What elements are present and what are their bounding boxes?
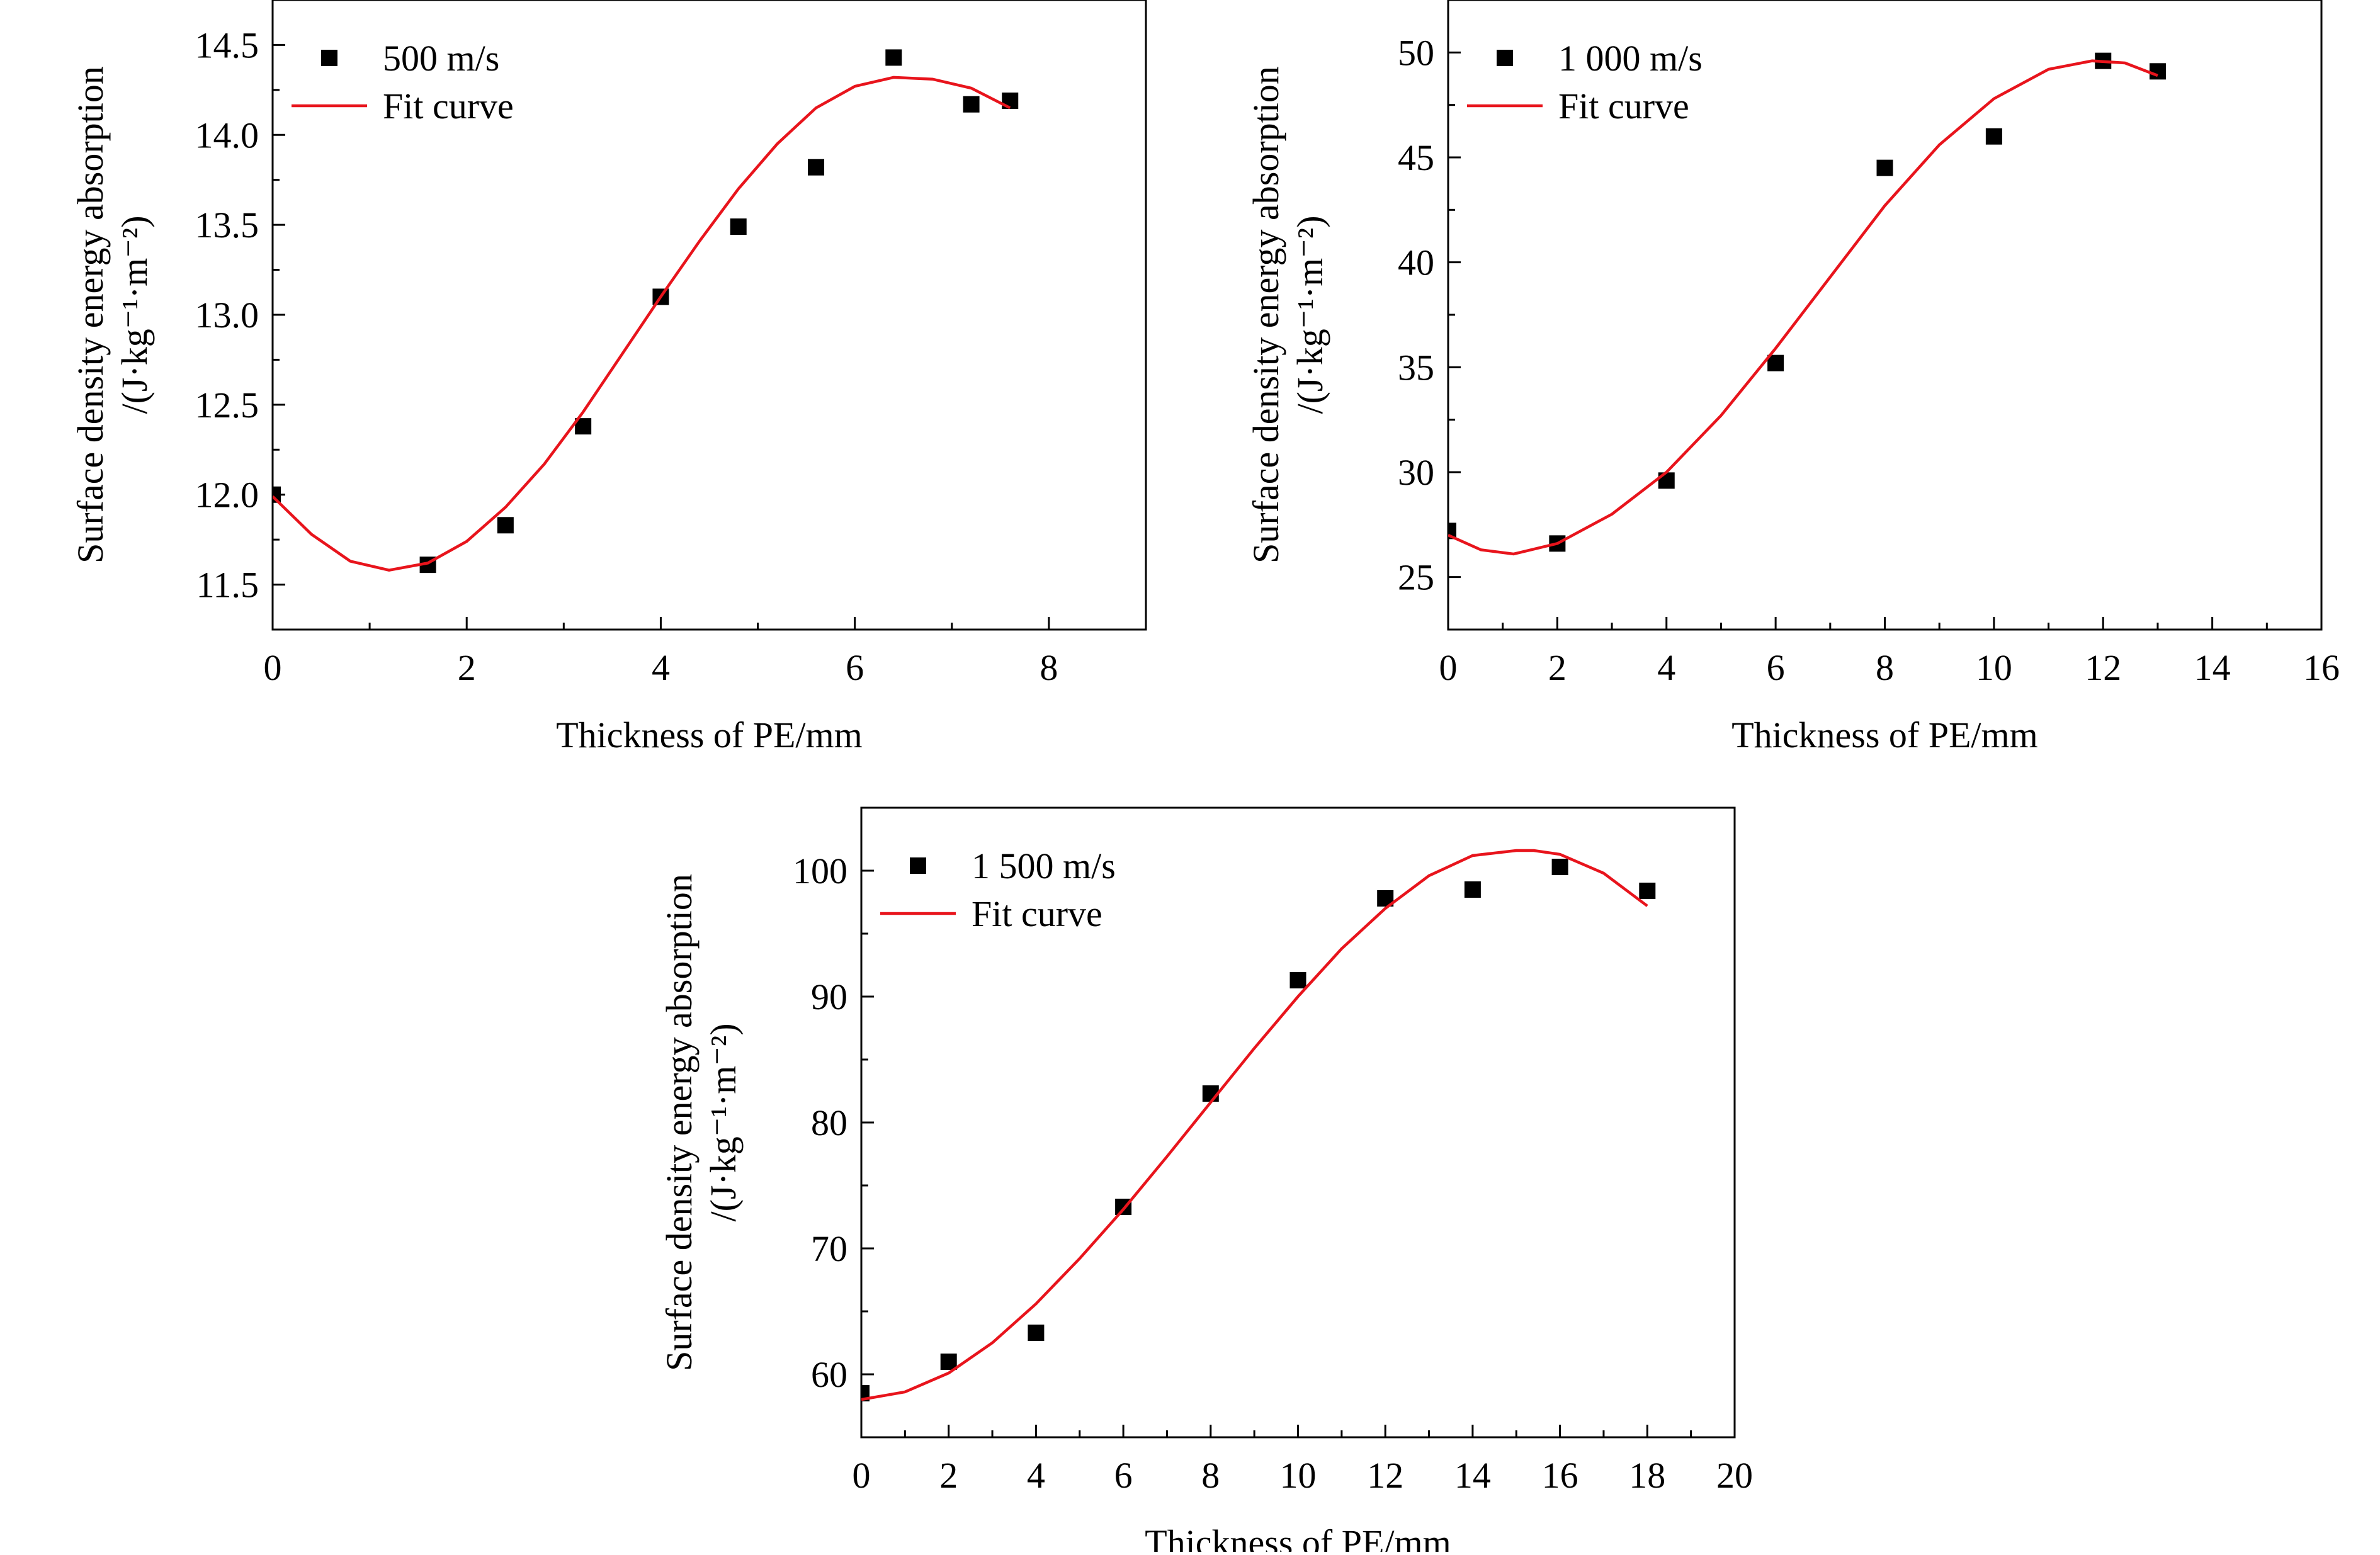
x-tick-label: 16: [2303, 647, 2340, 688]
legend-label: 1 500 m/s: [972, 845, 1116, 886]
x-tick-label: 12: [1367, 1455, 1403, 1496]
data-point: [1876, 159, 1893, 176]
legend-marker-swatch: [1497, 50, 1513, 66]
x-tick-label: 4: [1027, 1455, 1045, 1496]
x-axis-title: Thickness of PE/mm: [556, 715, 863, 755]
x-tick-label: 0: [264, 647, 282, 688]
legend-marker-swatch: [910, 857, 926, 874]
y-tick-label: 13.5: [195, 205, 259, 246]
x-tick-label: 0: [1439, 647, 1458, 688]
chart-panel-1: 0 2 4 6 8 11.5 12.0 12.5 13.0 13.5 14.0 14.5 Thickne…: [70, 0, 1147, 755]
y-tick-label: 70: [811, 1228, 847, 1269]
y-axis-unit: /(J·kg⁻¹·m⁻²): [1289, 215, 1330, 414]
fit-curve-line: [861, 849, 1648, 1401]
data-point: [1639, 883, 1656, 899]
data-point: [1464, 881, 1481, 898]
x-tick-label: 14: [2194, 647, 2231, 688]
data-point: [808, 159, 825, 176]
legend-label: Fit curve: [1558, 86, 1689, 127]
y-tick-label: 14.0: [195, 115, 259, 156]
y-tick-label: 13.0: [195, 295, 259, 336]
data-point: [2149, 63, 2166, 80]
y-tick-label: 25: [1398, 557, 1434, 598]
legend-label: 500 m/s: [383, 38, 499, 79]
y-tick-label: 12.5: [195, 385, 259, 426]
x-tick-label: 8: [1201, 1455, 1220, 1496]
legend: 1 500 m/s Fit curve: [880, 845, 1116, 934]
x-tick-label: 10: [1280, 1455, 1317, 1496]
y-tick-label: 40: [1398, 242, 1434, 283]
y-axis-title: Surface density energy absorption: [659, 874, 700, 1371]
y-tick-label: 90: [811, 976, 847, 1017]
y-tick-label: 35: [1398, 347, 1434, 388]
legend-label: Fit curve: [972, 893, 1102, 934]
x-tick-label: 6: [846, 647, 864, 688]
data-point: [497, 517, 514, 534]
chart-panel-2: 0 2 4 6 8 10 12 14 16 25 30 35 40 45 50 Thickness of PE…: [1245, 0, 2340, 755]
x-tick-label: 2: [1548, 647, 1567, 688]
legend-marker-swatch: [321, 50, 337, 66]
legend: 500 m/s Fit curve: [292, 38, 514, 127]
legend-label: Fit curve: [383, 86, 514, 127]
y-tick-label: 11.5: [196, 565, 259, 606]
x-tick-label: 12: [2085, 647, 2121, 688]
x-tick-label: 8: [1876, 647, 1894, 688]
x-tick-label: 8: [1040, 647, 1058, 688]
x-tick-label: 18: [1629, 1455, 1665, 1496]
x-tick-label: 14: [1454, 1455, 1491, 1496]
data-point: [963, 96, 980, 113]
x-tick-label: 4: [1657, 647, 1675, 688]
data-point: [730, 218, 747, 235]
y-tick-label: 50: [1398, 32, 1434, 73]
y-axis-title: Surface density energy absorption: [70, 66, 111, 563]
y-tick-label: 12.0: [195, 475, 259, 516]
y-axis-unit: /(J·kg⁻¹·m⁻²): [114, 215, 155, 414]
y-tick-label: 45: [1398, 137, 1434, 178]
data-point: [1767, 354, 1784, 371]
x-tick-label: 0: [853, 1455, 871, 1496]
x-axis-title: Thickness of PE/mm: [1731, 715, 2038, 755]
x-tick-label: 20: [1716, 1455, 1753, 1496]
y-tick-label: 30: [1398, 452, 1434, 493]
data-point: [1289, 972, 1306, 988]
fit-curve-line: [273, 76, 1011, 572]
y-axis-title: Surface density energy absorption: [1245, 66, 1286, 563]
legend: 1 000 m/s Fit curve: [1467, 38, 1703, 127]
data-point: [1985, 128, 2002, 145]
y-tick-label: 60: [811, 1354, 847, 1395]
x-tick-label: 2: [458, 647, 476, 688]
y-tick-label: 100: [793, 851, 847, 891]
x-axis-title: Thickness of PE/mm: [1145, 1522, 1451, 1552]
legend-label: 1 000 m/s: [1558, 38, 1703, 79]
data-point: [1551, 859, 1568, 875]
y-tick-label: 80: [811, 1102, 847, 1143]
x-tick-label: 6: [1767, 647, 1785, 688]
data-point: [1028, 1325, 1045, 1341]
y-axis-unit: /(J·kg⁻¹·m⁻²): [703, 1023, 744, 1221]
chart-panel-3: 0 2 4 6 8 10 12 14 16 18 20 60 70 80 90 100 Thickness of…: [659, 806, 1753, 1555]
data-point: [885, 49, 902, 66]
x-tick-label: 16: [1542, 1455, 1578, 1496]
fit-curve-line: [1448, 59, 2158, 556]
y-tick-label: 14.5: [195, 25, 259, 65]
data-point: [940, 1354, 957, 1370]
x-tick-label: 6: [1114, 1455, 1133, 1496]
x-tick-label: 4: [652, 647, 670, 688]
x-tick-label: 10: [1976, 647, 2012, 688]
x-tick-label: 2: [939, 1455, 958, 1496]
